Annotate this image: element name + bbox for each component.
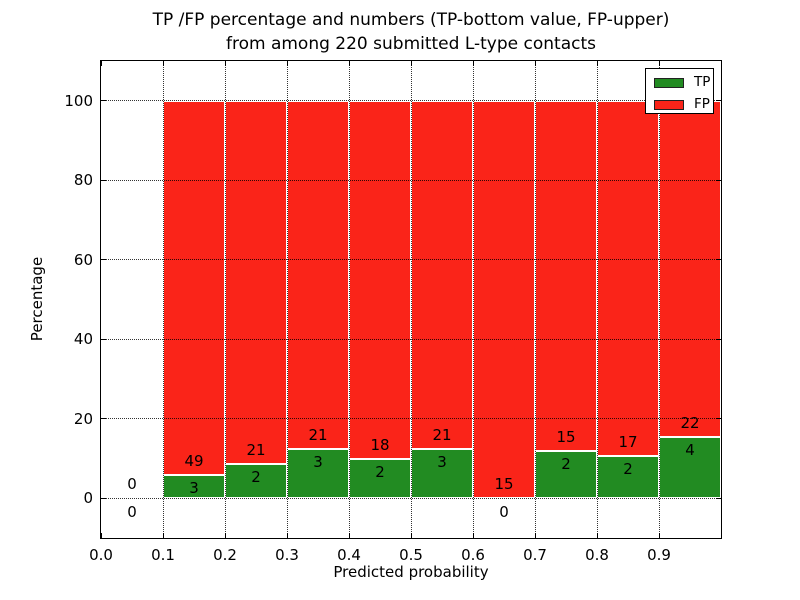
annotations-layer: 0 0 49 3 21 2 21 3 18 2 21 3 15 0 15 2 17 2 22 4 <box>101 61 721 538</box>
fp-count-label: 15 <box>556 428 576 447</box>
fp-bar <box>411 100 473 449</box>
x-tick-mark <box>100 533 102 538</box>
x-tick-label: 0.8 <box>585 546 609 564</box>
tp-count-label: 0 <box>127 503 137 522</box>
y-tick-label: 100 <box>64 91 93 110</box>
x-tick-label: 0.1 <box>151 546 175 564</box>
tp-count-label: 3 <box>189 479 199 498</box>
x-tick-label: 0.9 <box>647 546 671 564</box>
tp-bar <box>225 463 287 499</box>
legend-label-fp: FP <box>694 96 710 113</box>
fp-count-label: 17 <box>618 433 638 452</box>
tp-legend-swatch-icon <box>654 78 684 88</box>
fp-bar <box>473 100 535 499</box>
y-tick-label: 60 <box>73 250 93 269</box>
chart-title: TP /FP percentage and numbers (TP-bottom… <box>101 8 721 56</box>
y-tick-label: 80 <box>73 171 93 190</box>
tp-bar <box>535 451 597 499</box>
fp-bar <box>535 100 597 452</box>
x-tick-label: 0.0 <box>89 546 113 564</box>
tp-count-label: 2 <box>251 467 261 486</box>
fp-bar <box>225 100 287 464</box>
y-tick-label: 20 <box>73 409 93 428</box>
fp-count-label: 0 <box>127 475 137 494</box>
tp-bar <box>349 458 411 499</box>
tp-count-label: 2 <box>375 462 385 481</box>
fp-bar <box>287 100 349 449</box>
fp-count-label: 49 <box>184 452 204 471</box>
plot-area: 0 0 49 3 21 2 21 3 18 2 21 3 15 0 15 2 17 2 22 4 TP FP <box>100 60 722 539</box>
x-tick-label: 0.5 <box>399 546 423 564</box>
fp-bar <box>659 100 721 438</box>
x-tick-mark <box>100 61 102 66</box>
fp-count-label: 22 <box>680 414 700 433</box>
legend-item-tp: TP <box>654 72 713 94</box>
fp-bar <box>163 100 225 476</box>
tp-count-label: 3 <box>437 452 447 471</box>
x-tick-label: 0.4 <box>337 546 361 564</box>
tp-count-label: 0 <box>499 503 509 522</box>
fp-count-label: 21 <box>432 425 452 444</box>
legend: TP FP <box>645 68 714 114</box>
fp-count-label: 21 <box>308 425 328 444</box>
chart-title-line2: from among 220 submitted L-type contacts <box>225 34 596 54</box>
y-tick-label: 0 <box>83 489 93 508</box>
tp-count-label: 2 <box>561 455 571 474</box>
fp-bar <box>349 100 411 459</box>
legend-label-tp: TP <box>694 74 711 91</box>
tp-count-label: 3 <box>313 452 323 471</box>
tp-count-label: 2 <box>623 460 633 479</box>
bars-layer <box>101 61 721 538</box>
fp-bar <box>597 100 659 457</box>
tp-bar <box>411 448 473 499</box>
y-tick-label: 40 <box>73 330 93 349</box>
tp-bar <box>659 437 721 499</box>
fp-count-label: 15 <box>494 475 514 494</box>
x-tick-label: 0.2 <box>213 546 237 564</box>
x-tick-label: 0.7 <box>523 546 547 564</box>
fp-count-label: 21 <box>246 440 266 459</box>
fp-count-label: 18 <box>370 435 390 454</box>
legend-item-fp: FP <box>654 94 713 116</box>
x-tick-label: 0.6 <box>461 546 485 564</box>
fp-legend-swatch-icon <box>654 100 684 110</box>
tp-count-label: 4 <box>685 441 695 460</box>
chart-title-line1: TP /FP percentage and numbers (TP-bottom… <box>152 10 670 30</box>
tp-bar <box>597 456 659 499</box>
x-tick-label: 0.3 <box>275 546 299 564</box>
x-axis-label: Predicted probability <box>333 563 489 581</box>
